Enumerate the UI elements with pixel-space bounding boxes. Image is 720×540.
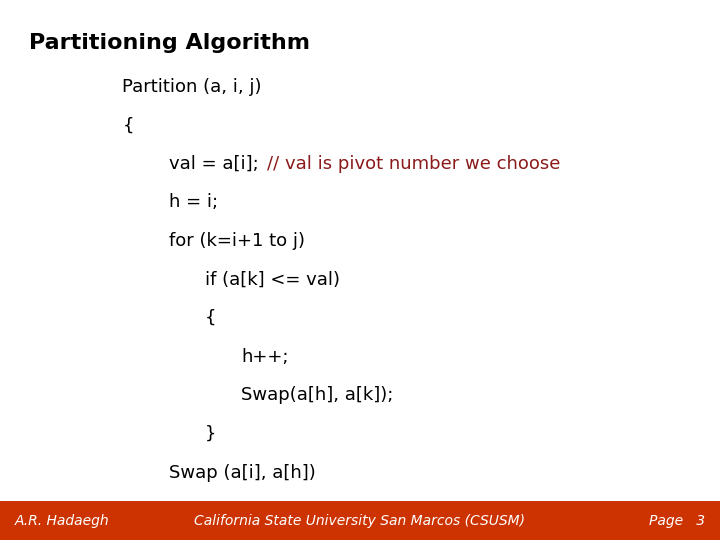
Text: Partition (a, i, j): Partition (a, i, j) — [122, 78, 262, 96]
Text: return h;: return h; — [169, 502, 248, 520]
Text: val = a[i];: val = a[i]; — [169, 155, 271, 173]
Text: {: { — [122, 116, 134, 134]
Text: Swap (a[i], a[h]): Swap (a[i], a[h]) — [169, 463, 316, 482]
Text: {: { — [205, 309, 217, 327]
Text: for (k=i+1 to j): for (k=i+1 to j) — [169, 232, 305, 250]
Text: Swap(a[h], a[k]);: Swap(a[h], a[k]); — [241, 386, 394, 404]
Text: }: } — [205, 425, 217, 443]
Text: // val is pivot number we choose: // val is pivot number we choose — [266, 155, 560, 173]
Text: Partitioning Algorithm: Partitioning Algorithm — [29, 32, 310, 52]
Text: Page   3: Page 3 — [649, 514, 706, 528]
Text: h = i;: h = i; — [169, 193, 218, 212]
Text: if (a[k] <= val): if (a[k] <= val) — [205, 271, 340, 288]
FancyBboxPatch shape — [0, 0, 720, 509]
Text: California State University San Marcos (CSUSM): California State University San Marcos (… — [194, 514, 526, 528]
Text: h++;: h++; — [241, 348, 289, 366]
Text: A.R. Hadaegh: A.R. Hadaegh — [14, 514, 109, 528]
